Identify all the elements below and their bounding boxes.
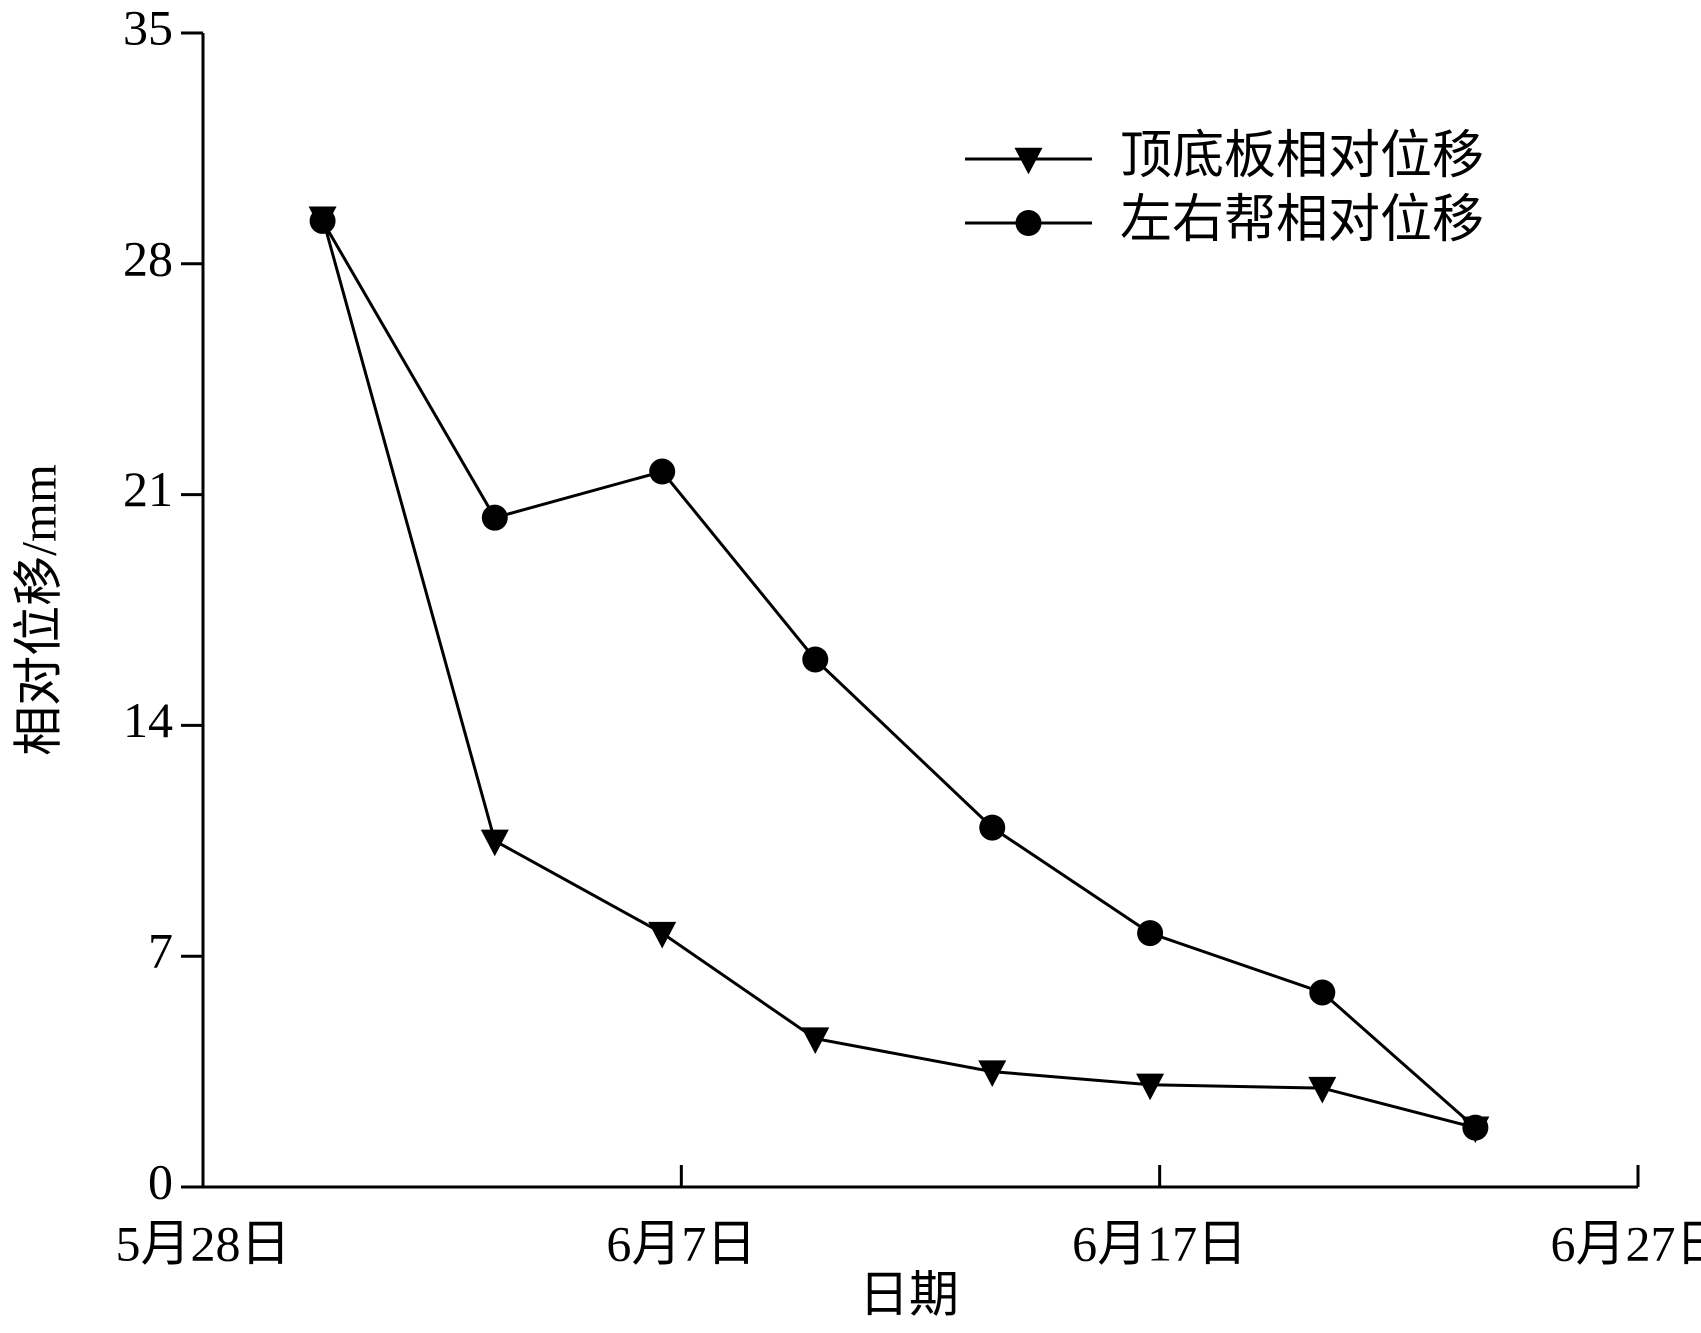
legend-label: 左右帮相对位移 — [1120, 190, 1484, 250]
x-tick-label: 5月28日 — [116, 1215, 291, 1271]
y-tick-label: 28 — [123, 230, 173, 286]
legend-marker — [1015, 210, 1042, 236]
data-point — [648, 921, 677, 949]
x-tick-label: 6月7日 — [606, 1215, 756, 1271]
data-point — [1308, 1076, 1337, 1104]
y-axis-label: 相对位移/mm — [10, 464, 66, 756]
y-tick-label: 21 — [123, 461, 173, 517]
y-tick-label: 14 — [123, 692, 173, 748]
data-point — [1136, 1073, 1165, 1101]
data-point — [649, 458, 676, 485]
data-point — [978, 1060, 1007, 1087]
y-tick-label: 35 — [123, 0, 173, 55]
y-tick-label: 7 — [148, 923, 173, 979]
legend-label: 顶底板相对位移 — [1120, 126, 1484, 186]
x-tick-label: 6月27日 — [1551, 1215, 1701, 1271]
data-point — [481, 504, 508, 531]
data-point — [309, 207, 336, 234]
data-point — [1137, 920, 1164, 947]
x-tick-label: 6月17日 — [1072, 1215, 1247, 1271]
data-point — [802, 646, 829, 673]
series-line — [321, 217, 1476, 1130]
x-axis-label: 日期 — [859, 1266, 959, 1322]
y-tick-label: 0 — [148, 1153, 173, 1209]
data-point — [1462, 1114, 1489, 1141]
data-point — [1309, 979, 1336, 1006]
data-point — [480, 829, 509, 857]
series-line — [321, 220, 1477, 1129]
data-point — [801, 1027, 830, 1055]
data-point — [979, 814, 1006, 841]
legend-marker — [1014, 147, 1043, 175]
